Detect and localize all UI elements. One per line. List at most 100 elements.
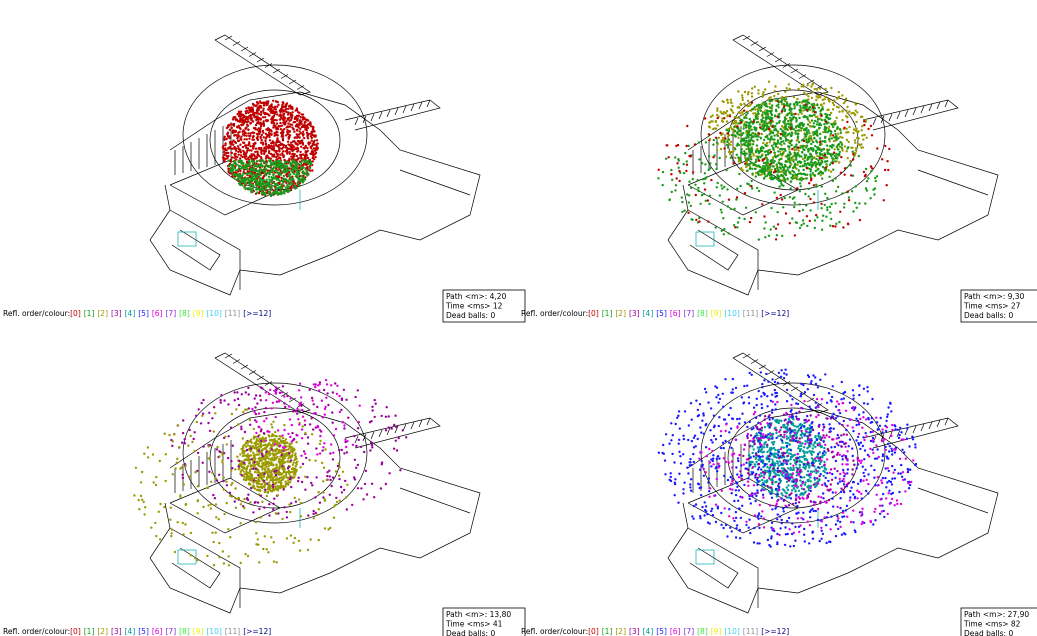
particle: [797, 149, 800, 152]
particle: [254, 419, 257, 422]
particle: [263, 101, 267, 104]
particle: [750, 95, 754, 98]
particle: [820, 114, 823, 118]
stair-step: [798, 74, 807, 79]
particle: [286, 131, 289, 134]
particle: [237, 131, 240, 134]
particle: [265, 164, 268, 167]
particle: [288, 136, 291, 139]
particle: [254, 123, 258, 127]
particle: [854, 113, 857, 117]
particle: [816, 134, 819, 137]
particle: [744, 126, 748, 129]
particle: [233, 166, 237, 170]
particle: [749, 139, 753, 142]
stair-step: [410, 103, 415, 112]
particle: [687, 144, 690, 148]
legend-label: Refl. order/colour:: [3, 309, 70, 318]
particle: [762, 125, 766, 129]
particle: [754, 167, 757, 170]
particle: [785, 87, 788, 90]
particle: [805, 140, 808, 144]
particle: [819, 162, 823, 165]
particle: [267, 465, 270, 468]
particle: [805, 133, 809, 136]
particle: [780, 110, 784, 113]
particle: [746, 169, 749, 172]
particle: [282, 181, 285, 184]
particle: [232, 139, 235, 142]
particle: [289, 173, 292, 176]
particle: [225, 149, 228, 152]
particle: [300, 174, 304, 178]
particle: [813, 226, 816, 230]
particle: [789, 140, 793, 143]
particle: [783, 116, 787, 119]
particle: [276, 139, 279, 142]
particle: [870, 167, 874, 170]
particle: [281, 163, 284, 166]
particle: [778, 142, 782, 145]
particle: [743, 192, 747, 195]
particle: [779, 133, 783, 136]
particle: [680, 196, 683, 199]
particle: [805, 126, 808, 130]
particle: [832, 168, 835, 171]
particle: [829, 224, 832, 227]
particle: [850, 190, 854, 193]
particle: [231, 444, 234, 447]
particle: [223, 160, 226, 163]
particle: [806, 84, 809, 87]
particle: [267, 185, 270, 188]
particle: [845, 127, 848, 131]
particle: [790, 131, 793, 134]
particle: [268, 150, 271, 153]
particle: [726, 146, 730, 149]
particle: [835, 145, 838, 148]
particle: [790, 114, 793, 117]
particle: [227, 435, 230, 438]
particle: [281, 137, 285, 141]
particle: [729, 156, 732, 159]
particle: [301, 462, 305, 466]
particle: [288, 157, 291, 160]
particle: [788, 116, 792, 120]
particle: [285, 181, 288, 185]
particle: [200, 401, 203, 405]
particle: [733, 116, 736, 119]
particle: [824, 128, 827, 132]
particle: [759, 148, 763, 152]
particle: [797, 172, 801, 175]
particle: [240, 425, 243, 428]
particle: [744, 124, 748, 127]
particle: [259, 430, 263, 433]
particle: [733, 162, 736, 165]
particle: [681, 210, 684, 214]
legend-item: [5]: [138, 309, 149, 318]
particle: [264, 470, 268, 473]
particle: [181, 473, 184, 476]
particle: [243, 461, 246, 464]
particle: [256, 191, 259, 194]
particle: [243, 430, 247, 434]
particle: [240, 468, 243, 472]
particle: [253, 116, 256, 119]
particle: [741, 110, 744, 114]
particle: [288, 125, 292, 128]
particle: [271, 193, 274, 196]
particle: [758, 132, 761, 135]
particle: [813, 87, 816, 91]
particle: [812, 122, 816, 125]
particle: [311, 125, 315, 128]
legend-item: [11]: [225, 309, 240, 318]
particle: [809, 209, 812, 212]
particle: [854, 103, 858, 106]
particle: [770, 135, 773, 138]
particle: [318, 501, 322, 504]
particle: [759, 105, 763, 109]
particle: [275, 178, 278, 181]
particle: [273, 118, 277, 122]
particle: [261, 190, 264, 194]
particle: [258, 168, 261, 172]
particle: [737, 90, 740, 93]
